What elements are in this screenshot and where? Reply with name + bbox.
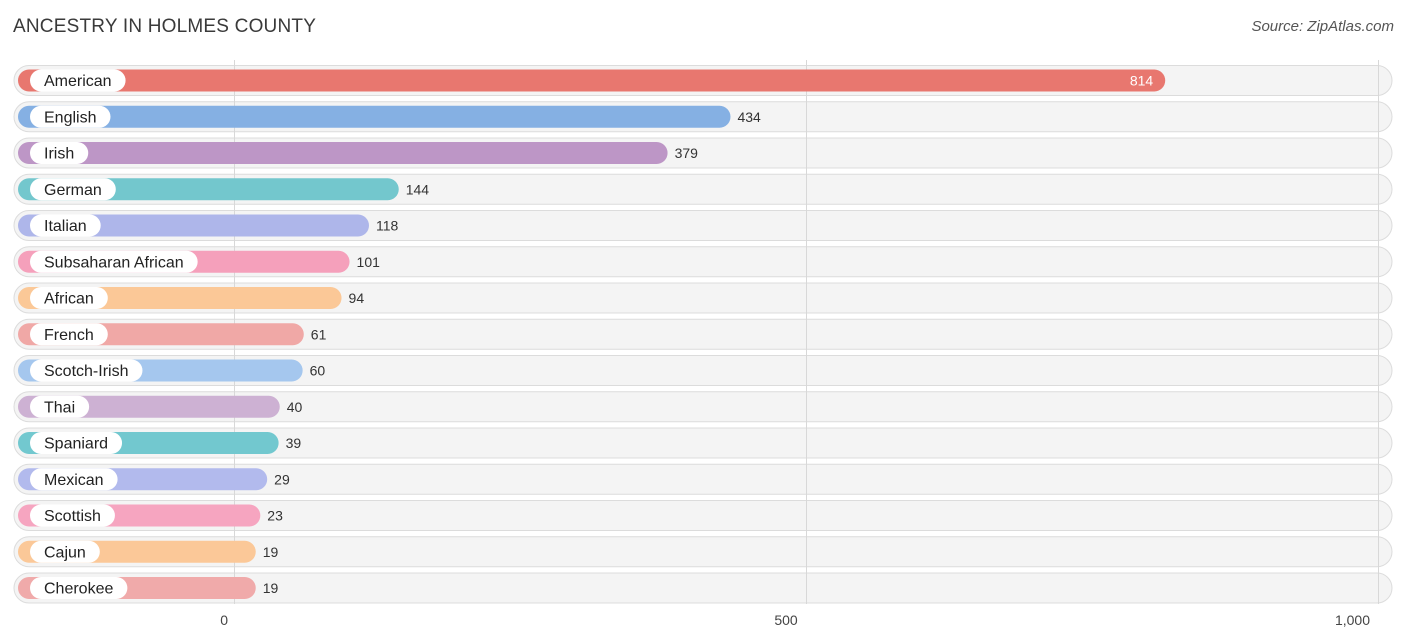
category-label-pill — [30, 287, 108, 309]
category-label-pill — [30, 178, 116, 201]
category-label-pill — [30, 105, 111, 128]
value-label: 60 — [310, 363, 326, 379]
category-label: Thai — [44, 399, 75, 416]
row-background — [13, 355, 1393, 386]
value-label: 29 — [274, 471, 290, 487]
category-label-pill — [30, 250, 198, 273]
value-label: 19 — [263, 544, 279, 560]
category-label: Spaniard — [44, 436, 108, 453]
category-label: American — [44, 73, 112, 90]
value-label: 144 — [406, 181, 430, 197]
bar — [18, 105, 731, 128]
bar — [18, 214, 369, 237]
category-label-pill — [30, 504, 115, 527]
row-background — [13, 427, 1393, 459]
row-background — [13, 536, 1393, 568]
category-label-pill — [30, 214, 101, 237]
category-label: Irish — [44, 146, 74, 163]
chart-title: ANCESTRY IN HOLMES COUNTY — [13, 16, 317, 37]
x-tick-label: 0 — [220, 612, 228, 628]
category-label: Cherokee — [44, 581, 113, 598]
value-label: 19 — [263, 580, 279, 596]
row-background — [13, 391, 1393, 423]
value-label: 379 — [675, 145, 699, 161]
category-label-pill — [30, 468, 118, 491]
value-label: 101 — [357, 254, 381, 270]
value-label: 434 — [737, 109, 761, 125]
category-label: Italian — [44, 218, 87, 235]
value-label: 94 — [349, 290, 365, 306]
category-label: Subsaharan African — [44, 254, 184, 271]
category-label: Cajun — [44, 544, 86, 561]
category-label: African — [44, 291, 94, 308]
value-label: 118 — [376, 218, 399, 234]
category-label-pill — [30, 69, 126, 92]
category-label: English — [44, 109, 96, 126]
x-tick-label: 500 — [774, 612, 798, 628]
value-label: 40 — [287, 399, 303, 415]
category-label-pill — [30, 359, 143, 382]
category-label: French — [44, 327, 94, 344]
category-label-pill — [30, 395, 90, 418]
value-label: 814 — [1130, 73, 1154, 89]
value-label: 61 — [311, 326, 327, 342]
value-label: 23 — [267, 508, 283, 524]
value-label: 39 — [286, 435, 302, 451]
category-label: Scottish — [44, 508, 101, 525]
bar — [18, 69, 1166, 92]
category-label: Mexican — [44, 472, 104, 489]
category-label-pill — [30, 432, 123, 454]
row-background — [13, 463, 1393, 495]
category-label: German — [44, 182, 102, 199]
row-background — [13, 246, 1393, 278]
row-background — [13, 318, 1393, 350]
row-background — [13, 282, 1393, 314]
row-background — [13, 572, 1393, 604]
row-background — [13, 500, 1393, 531]
category-label-pill — [30, 540, 100, 563]
category-label-pill — [30, 577, 128, 599]
category-label-pill — [30, 142, 89, 164]
x-tick-label: 1,000 — [1335, 612, 1370, 628]
category-label: Scotch-Irish — [44, 363, 128, 380]
chart-source: Source: ZipAtlas.com — [1251, 18, 1394, 35]
bar — [18, 142, 668, 164]
category-label-pill — [30, 323, 108, 346]
